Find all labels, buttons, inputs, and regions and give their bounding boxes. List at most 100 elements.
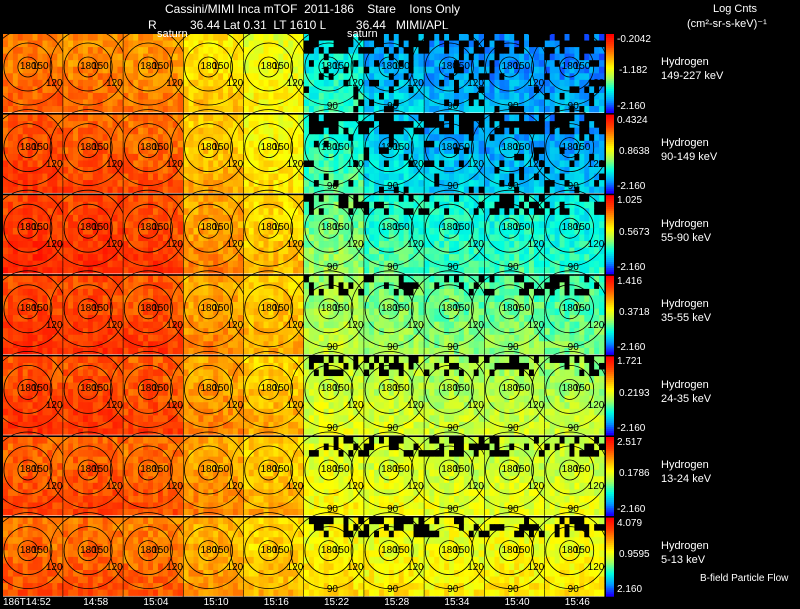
pixel-cell xyxy=(203,221,209,229)
pixel-cell xyxy=(308,34,315,41)
pixel-cell xyxy=(574,140,580,148)
pixel-cell xyxy=(408,127,414,135)
pixel-cell xyxy=(198,267,204,275)
pixel-cell xyxy=(107,347,113,355)
pixel-cell xyxy=(37,347,43,355)
pixel-cell xyxy=(429,134,435,142)
pixel-cell xyxy=(439,153,445,161)
pixel-cell xyxy=(554,173,560,181)
pixel-cell xyxy=(538,121,545,129)
pitch-angle-contour xyxy=(545,42,595,92)
pixel-cell xyxy=(268,86,274,94)
pixel-cell xyxy=(589,208,595,216)
pixel-cell xyxy=(243,114,250,122)
pixel-cell xyxy=(504,114,510,122)
pixel-cell xyxy=(554,221,560,229)
pixel-cell xyxy=(599,127,605,135)
pixel-cell xyxy=(143,302,149,309)
pixel-cell xyxy=(579,79,585,87)
pixel-cell xyxy=(509,160,515,168)
pixel-cell xyxy=(82,34,89,41)
pixel-cell xyxy=(484,254,490,262)
pixel-cell xyxy=(3,275,9,283)
pixel-cell xyxy=(584,92,590,100)
pixel-cell xyxy=(298,86,304,94)
pixel-cell xyxy=(358,34,364,41)
pixel-cell xyxy=(333,208,339,216)
pixel-cell xyxy=(52,153,58,161)
pixel-cell xyxy=(544,247,551,255)
pixel-cell xyxy=(358,221,364,229)
pixel-cell xyxy=(338,127,344,135)
pixel-cell xyxy=(418,241,424,248)
pixel-cell xyxy=(172,308,179,316)
panel xyxy=(290,28,368,113)
pixel-cell xyxy=(308,173,315,181)
pixel-cell xyxy=(383,40,390,48)
pixel-cell xyxy=(589,114,595,122)
pixel-cell xyxy=(569,47,575,55)
pixel-cell xyxy=(253,34,259,41)
colorbar-step xyxy=(606,45,614,49)
pixel-cell xyxy=(529,99,535,107)
pixel-cell xyxy=(198,53,204,61)
pixel-cell xyxy=(333,134,339,142)
pixel-cell xyxy=(52,221,58,229)
pixel-cell xyxy=(549,40,556,48)
pixel-cell xyxy=(17,288,24,296)
pixel-cell xyxy=(569,180,575,188)
pixel-cell xyxy=(449,86,455,94)
pixel-cell xyxy=(283,180,289,188)
pixel-cell xyxy=(218,134,224,142)
pixel-cell xyxy=(63,328,69,336)
pixel-cell xyxy=(213,79,219,87)
pixel-cell xyxy=(549,227,556,235)
pixel-cell xyxy=(68,315,74,323)
pixel-cell xyxy=(554,160,560,168)
pixel-cell xyxy=(148,201,154,209)
pixel-cell xyxy=(128,308,134,316)
pixel-cell xyxy=(473,227,480,235)
pixel-cell xyxy=(449,247,455,255)
pixel-cell xyxy=(162,282,169,290)
pixel-cell xyxy=(22,208,29,216)
pixel-cell xyxy=(288,34,294,41)
pixel-cell xyxy=(478,114,484,122)
pixel-cell xyxy=(92,275,99,283)
pixel-cell xyxy=(237,214,244,222)
pixel-cell xyxy=(107,241,113,248)
pixel-cell xyxy=(112,40,118,48)
pixel-cell xyxy=(183,247,189,255)
pixel-cell xyxy=(97,288,104,296)
pixel-cell xyxy=(398,153,405,161)
pixel-cell xyxy=(248,140,255,148)
pixel-cell xyxy=(157,79,164,87)
pixel-cell xyxy=(63,321,69,329)
pixel-cell xyxy=(403,195,409,203)
pixel-cell xyxy=(223,201,229,209)
pixel-cell xyxy=(478,260,484,268)
pixel-cell xyxy=(193,40,199,48)
pixel-cell xyxy=(37,315,43,323)
pixel-cell xyxy=(138,234,144,242)
pixel-cell xyxy=(57,201,63,209)
pixel-cell xyxy=(313,208,320,216)
pixel-cell xyxy=(364,247,370,255)
pixel-cell xyxy=(232,180,239,188)
colorbar-step xyxy=(606,79,614,82)
pixel-cell xyxy=(494,254,500,262)
pixel-cell xyxy=(278,53,284,61)
pixel-cell xyxy=(348,99,354,107)
pixel-cell xyxy=(3,140,9,148)
pixel-cell xyxy=(338,106,344,113)
pitch-angle-contour xyxy=(77,56,99,78)
pixel-cell xyxy=(554,254,560,262)
colorbar-step xyxy=(606,197,614,200)
pixel-cell xyxy=(413,99,419,107)
pixel-cell xyxy=(153,134,159,142)
pixel-cell xyxy=(17,195,24,203)
pixel-cell xyxy=(439,66,445,74)
pixel-cell xyxy=(403,40,409,48)
pixel-cell xyxy=(504,140,510,148)
pixel-cell xyxy=(218,153,224,161)
